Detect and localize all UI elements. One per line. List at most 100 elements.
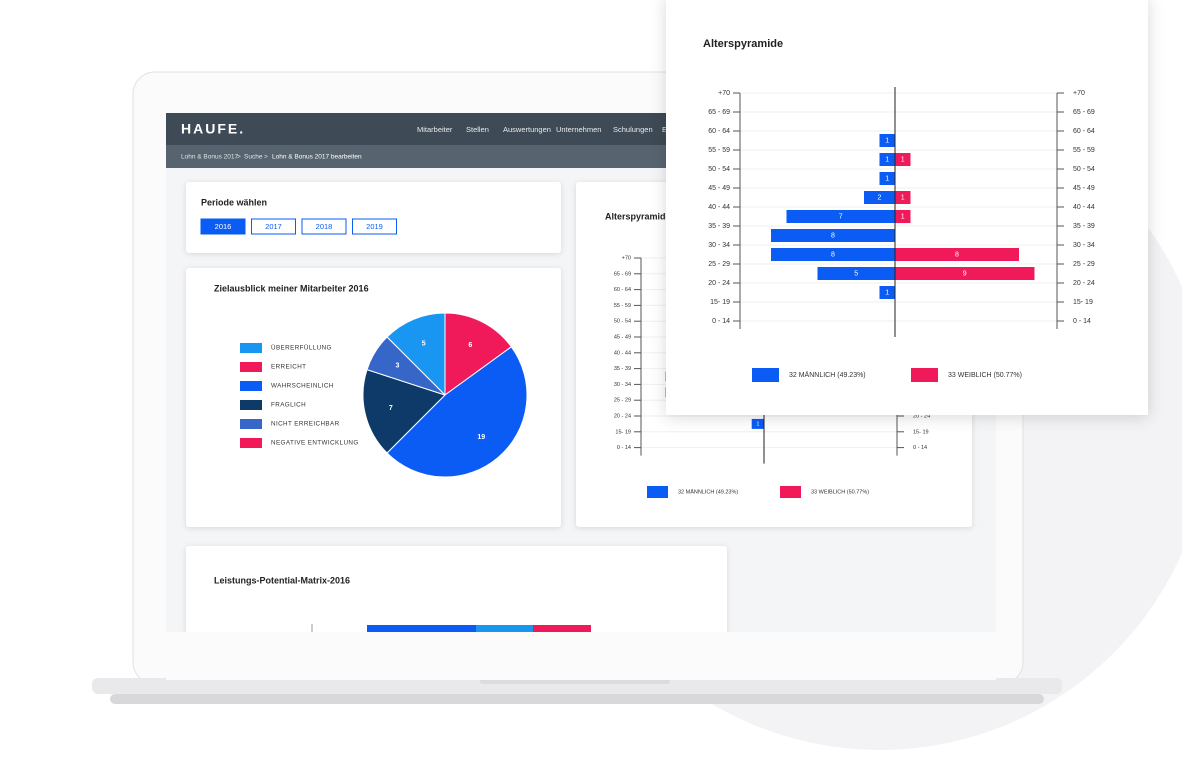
row-label: 20 - 24 — [1073, 280, 1095, 287]
bar — [879, 134, 895, 147]
nav-item[interactable]: Auswertungen — [503, 125, 551, 134]
period-button[interactable] — [301, 218, 347, 235]
breadcrumb-item[interactable]: Suche — [244, 154, 263, 161]
pie-slice — [386, 312, 446, 397]
pie-slice — [386, 346, 528, 478]
legend-swatch — [240, 362, 262, 372]
pie-slice — [362, 369, 446, 454]
row-label: 65 - 69 — [708, 109, 730, 116]
row-label: 20 - 24 — [913, 413, 930, 419]
matrix-bar — [533, 625, 591, 633]
legend-swatch — [240, 343, 262, 353]
legend-swatch — [240, 438, 262, 448]
screen-bezel — [166, 632, 996, 680]
nav-item[interactable]: Schulungen — [613, 125, 653, 134]
nav-item[interactable]: Mitarbeiter — [417, 125, 453, 134]
period-button[interactable] — [352, 218, 397, 235]
slice-label: 6 — [468, 342, 472, 349]
legend-label: NEGATIVE ENTWICKLUNG — [271, 440, 359, 447]
row-label: +70 — [718, 90, 730, 97]
slice-label: 3 — [396, 363, 400, 370]
legend-swatch — [240, 381, 262, 391]
nav-item[interactable]: E — [662, 125, 667, 134]
period-button[interactable] — [251, 218, 296, 235]
row-label: 55 - 59 — [708, 147, 730, 154]
legend-swatch — [780, 486, 801, 498]
bar-label: 1 — [901, 194, 905, 201]
period-card — [186, 182, 561, 253]
nav-item[interactable]: Stellen — [466, 125, 489, 134]
row-label: 15- 19 — [615, 429, 631, 435]
row-label: 60 - 64 — [708, 128, 730, 135]
bar-label: 8 — [831, 251, 835, 258]
legend-swatch — [240, 419, 262, 429]
row-label: +70 — [622, 255, 631, 261]
matrix-bar — [421, 625, 476, 633]
legend-swatch — [911, 368, 938, 382]
period-label[interactable]: 2016 — [215, 222, 232, 231]
bar-label: 9 — [963, 270, 967, 277]
row-label: 30 - 34 — [1073, 242, 1095, 249]
matrix-card — [186, 546, 727, 636]
period-label[interactable]: 2018 — [316, 222, 333, 231]
row-label: 35 - 39 — [708, 223, 730, 230]
row-label: 45 - 49 — [614, 334, 631, 340]
period-label[interactable]: 2017 — [265, 222, 282, 231]
row-label: 15- 19 — [710, 299, 730, 306]
row-label: 45 - 49 — [1073, 185, 1095, 192]
row-label: 30 - 34 — [708, 242, 730, 249]
bar — [879, 172, 895, 185]
period-title: Periode wählen — [201, 197, 267, 207]
matrix-bar — [367, 625, 421, 633]
pyramid-title: Alterspyramide — [605, 211, 671, 221]
legend-label: 33 WEIBLICH (50.77%) — [948, 372, 1022, 379]
legend-label: 32 MÄNNLICH (49.23%) — [789, 371, 866, 379]
logo[interactable]: HAUFE. — [181, 121, 245, 137]
bar-label: 7 — [839, 213, 843, 220]
row-label: 0 - 14 — [617, 445, 631, 451]
matrix-bar — [476, 625, 533, 633]
bar-label: 1 — [756, 421, 759, 427]
breadcrumb-separator: > — [264, 154, 268, 161]
row-label: 25 - 29 — [1073, 261, 1095, 268]
laptop-base — [92, 678, 1062, 694]
legend-label: FRAGLICH — [271, 402, 306, 409]
bar-label: 1 — [885, 289, 889, 296]
breadcrumb-separator: > — [237, 154, 241, 161]
row-label: 40 - 44 — [708, 204, 730, 211]
bar-label: 5 — [854, 270, 858, 277]
row-label: 60 - 64 — [614, 287, 631, 293]
row-label: 20 - 24 — [708, 280, 730, 287]
row-label: 0 - 14 — [712, 318, 730, 325]
bar — [786, 210, 895, 223]
legend-label: NICHT ERREICHBAR — [271, 421, 340, 428]
period-button[interactable] — [200, 218, 246, 235]
pie-slice — [366, 336, 446, 396]
bar — [817, 267, 895, 280]
legend-swatch — [752, 368, 779, 382]
bar — [895, 191, 911, 204]
laptop-base-edge — [110, 694, 1044, 704]
slice-label: 7 — [389, 405, 393, 412]
bar — [879, 153, 895, 166]
bar — [771, 248, 895, 261]
pie-title: Zielausblick meiner Mitarbeiter 2016 — [214, 283, 369, 293]
row-label: 20 - 24 — [614, 413, 631, 419]
legend-swatch — [240, 400, 262, 410]
breadcrumb-item[interactable]: Lohn & Bonus 2017 — [181, 154, 238, 161]
row-label: 15- 19 — [1073, 299, 1093, 306]
slice-label: 19 — [477, 434, 485, 441]
row-label: 55 - 59 — [1073, 147, 1095, 154]
row-label: 45 - 49 — [708, 185, 730, 192]
matrix-title: Leistungs-Potential-Matrix-2016 — [214, 575, 350, 585]
bar — [879, 286, 895, 299]
pie-chart: ÜBERERFÜLLUNG ERREICHT WAHRSCHEINLICH FRAGL… — [240, 312, 528, 478]
bar — [771, 229, 895, 242]
row-label: 40 - 44 — [1073, 204, 1095, 211]
slice-label: 5 — [422, 340, 426, 347]
row-label: 15- 19 — [913, 429, 929, 435]
legend-swatch — [647, 486, 668, 498]
nav-item[interactable]: Unternehmen — [556, 125, 601, 134]
period-label[interactable]: 2019 — [366, 222, 383, 231]
